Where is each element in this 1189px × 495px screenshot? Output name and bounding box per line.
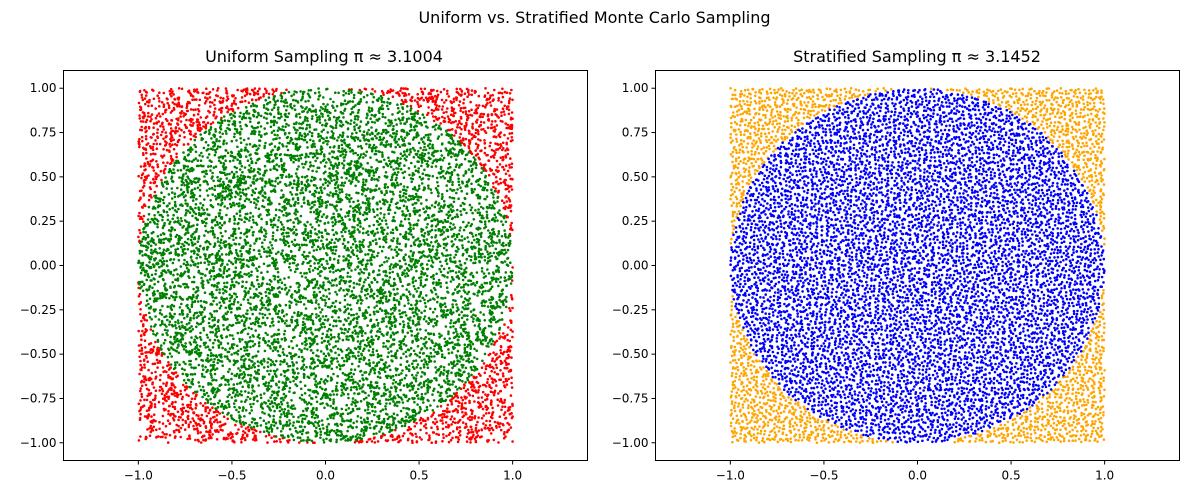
- x-tick-label: −0.5: [217, 469, 246, 483]
- y-tick-label: 1.00: [30, 81, 57, 95]
- y-tick-label: −0.75: [612, 391, 649, 405]
- uniform-axes-frame: [63, 70, 588, 461]
- x-tick-label: −1.0: [124, 469, 153, 483]
- stratified-axes-title: Stratified Sampling π ≈ 3.1452: [793, 47, 1041, 66]
- uniform-x-axis: −1.0 −0.5 0.0 0.5 1.0: [124, 460, 522, 483]
- x-tick-label: −0.5: [809, 469, 838, 483]
- y-tick-label: −0.25: [20, 303, 57, 317]
- y-tick-label: 0.00: [30, 259, 57, 273]
- stratified-axes-frame: [655, 70, 1180, 461]
- x-tick-label: −1.0: [716, 469, 745, 483]
- stratified-y-axis: 1.00 0.75 0.50 0.25 0.00 −0.25 −0.50 −0.75 −1.00: [612, 81, 656, 450]
- y-tick-label: 0.25: [30, 214, 57, 228]
- stratified-x-axis: −1.0 −0.5 0.0 0.5 1.0: [716, 460, 1114, 483]
- x-tick-label: 1.0: [503, 469, 522, 483]
- stratified-scatter-points: [729, 87, 1106, 444]
- points-outside-circle: [729, 87, 1106, 444]
- y-tick-label: −0.50: [612, 347, 649, 361]
- stratified-sampling-axes: Stratified Sampling π ≈ 3.1452 −1.0 −0.5 0…: [612, 47, 1180, 483]
- y-tick-label: −1.00: [612, 436, 649, 450]
- y-tick-label: 0.50: [30, 170, 57, 184]
- figure-title: Uniform vs. Stratified Monte Carlo Sampl…: [418, 8, 770, 27]
- y-tick-label: 0.75: [622, 126, 649, 140]
- points-inside-circle: [729, 88, 1106, 444]
- uniform-axes-title: Uniform Sampling π ≈ 3.1004: [205, 47, 443, 66]
- y-tick-label: −0.75: [20, 391, 57, 405]
- x-tick-label: 0.0: [316, 469, 335, 483]
- y-tick-label: 0.00: [622, 259, 649, 273]
- points-outside-circle: [137, 87, 514, 444]
- x-tick-label: 0.5: [1002, 469, 1021, 483]
- x-tick-label: 1.0: [1095, 469, 1114, 483]
- y-tick-label: 1.00: [622, 81, 649, 95]
- uniform-y-axis: 1.00 0.75 0.50 0.25 0.00 −0.25 −0.50 −0.75 −1.00: [20, 81, 64, 450]
- uniform-scatter-points: [137, 87, 514, 444]
- y-tick-label: 0.75: [30, 126, 57, 140]
- y-tick-label: −1.00: [20, 436, 57, 450]
- x-tick-label: 0.0: [908, 469, 927, 483]
- points-inside-circle: [137, 87, 514, 444]
- y-tick-label: 0.50: [622, 170, 649, 184]
- x-tick-label: 0.5: [410, 469, 429, 483]
- y-tick-label: −0.50: [20, 347, 57, 361]
- y-tick-label: −0.25: [612, 303, 649, 317]
- uniform-sampling-axes: Uniform Sampling π ≈ 3.1004 −1.0 −0.5 0.0 0…: [20, 47, 588, 483]
- y-tick-label: 0.25: [622, 214, 649, 228]
